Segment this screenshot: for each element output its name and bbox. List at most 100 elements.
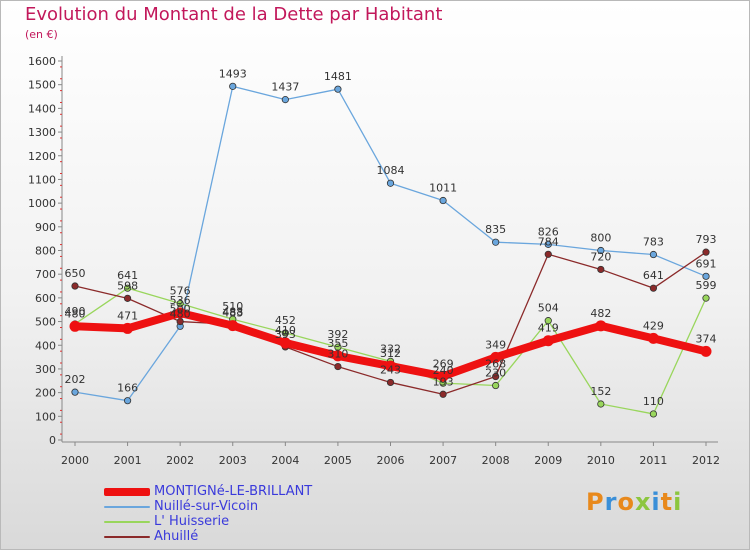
data-label: 1493 — [219, 67, 247, 80]
x-tick-label: 2002 — [166, 454, 194, 467]
data-label: 349 — [485, 338, 506, 351]
y-tick-label: 900 — [35, 221, 56, 234]
x-tick-label: 2011 — [639, 454, 667, 467]
y-tick-label: 1300 — [28, 126, 56, 139]
logo-letter: x — [634, 488, 652, 516]
legend-swatch — [104, 506, 150, 508]
legend-swatch — [104, 521, 150, 523]
data-point — [649, 284, 658, 292]
legend-label: Nuillé-sur-Vicoin — [154, 499, 259, 514]
data-label: 598 — [117, 279, 138, 292]
data-point — [334, 362, 342, 371]
data-point — [334, 85, 342, 93]
data-label: 429 — [643, 319, 664, 332]
data-point — [647, 332, 659, 344]
data-label: 576 — [170, 285, 191, 298]
data-label: 355 — [327, 337, 348, 350]
data-label: 374 — [696, 332, 717, 345]
data-label: 691 — [696, 257, 717, 270]
data-point — [385, 360, 396, 372]
data-label: 269 — [433, 357, 454, 370]
data-label: 1437 — [271, 81, 299, 94]
data-point — [649, 250, 658, 259]
data-label: 268 — [485, 358, 506, 371]
data-point — [439, 196, 447, 205]
data-point — [176, 299, 184, 308]
data-label: 641 — [643, 269, 664, 282]
data-point — [386, 378, 395, 387]
data-label: 152 — [590, 385, 611, 398]
data-point — [595, 320, 607, 332]
data-point — [437, 370, 449, 382]
legend-label: MONTIGNé-LE-BRILLANT — [154, 484, 313, 499]
data-label: 110 — [643, 395, 664, 408]
logo-letter: t — [660, 488, 674, 516]
data-point — [649, 410, 658, 418]
data-label: 230 — [485, 367, 506, 380]
data-point — [597, 265, 605, 274]
x-tick-label: 2006 — [377, 454, 405, 467]
y-tick-label: 200 — [35, 387, 56, 400]
data-point — [492, 372, 500, 381]
data-label: 793 — [696, 233, 717, 246]
y-tick-label: 1200 — [28, 150, 56, 163]
y-tick-label: 0 — [49, 434, 56, 447]
data-label: 1011 — [429, 182, 457, 195]
series-layer — [69, 82, 712, 418]
data-label: 650 — [65, 267, 86, 280]
logo-letter: r — [604, 488, 618, 516]
y-tick-label: 300 — [35, 363, 56, 376]
x-tick-label: 2001 — [114, 454, 142, 467]
data-point — [123, 294, 132, 302]
data-label: 488 — [222, 305, 243, 318]
data-label: 783 — [643, 236, 664, 249]
data-point — [279, 337, 291, 349]
x-tick-label: 2008 — [482, 454, 510, 467]
y-tick-label: 1000 — [28, 197, 56, 210]
legend-label: Ahuillé — [154, 529, 199, 544]
data-point — [490, 351, 502, 363]
data-point — [439, 390, 447, 398]
y-tick-label: 100 — [35, 410, 56, 423]
data-point — [332, 350, 344, 362]
data-point — [386, 179, 395, 187]
data-label: 536 — [170, 294, 191, 307]
x-tick-label: 2004 — [271, 454, 299, 467]
data-label: 720 — [590, 250, 611, 263]
data-label: 419 — [538, 322, 559, 335]
data-label: 482 — [590, 307, 611, 320]
chart-subtitle: (en €) — [25, 28, 58, 41]
data-point — [542, 335, 554, 347]
proxiti-logo: Proxiti — [586, 488, 682, 516]
logo-letter: P — [586, 488, 605, 516]
data-label: 332 — [380, 342, 401, 355]
y-tick-label: 600 — [35, 292, 56, 305]
data-point — [334, 343, 342, 351]
data-label: 490 — [65, 305, 86, 318]
chart-title: Evolution du Montant de la Dette par Hab… — [25, 4, 443, 25]
y-tick-label: 1500 — [28, 79, 56, 92]
data-point — [492, 381, 500, 390]
data-point — [69, 320, 81, 332]
data-label: 193 — [433, 375, 454, 388]
data-label: 480 — [65, 307, 86, 320]
data-point — [544, 317, 552, 325]
x-tick-label: 2007 — [429, 454, 457, 467]
data-label: 784 — [538, 235, 559, 248]
data-point — [123, 397, 132, 405]
legend-swatch — [104, 488, 150, 496]
data-label: 500 — [170, 303, 191, 316]
data-label: 312 — [380, 347, 401, 360]
data-label: 243 — [380, 363, 401, 376]
y-tick-label: 1400 — [28, 102, 56, 115]
logo-letter: o — [617, 488, 635, 516]
data-label: 480 — [170, 307, 191, 320]
data-point — [174, 307, 186, 319]
logo-letter: i — [651, 488, 661, 516]
data-point — [544, 240, 552, 248]
logo-letter: i — [673, 488, 683, 516]
data-label: 641 — [117, 269, 138, 282]
y-tick-label: 1600 — [28, 55, 56, 68]
data-label: 1084 — [377, 164, 405, 177]
data-point — [122, 322, 134, 334]
